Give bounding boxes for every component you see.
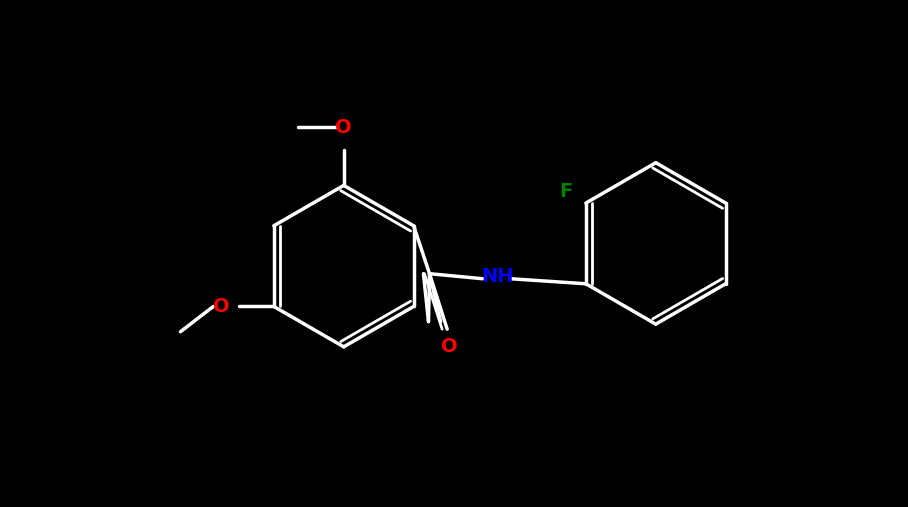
Text: NH: NH <box>481 267 514 286</box>
Text: O: O <box>212 297 229 316</box>
Text: O: O <box>335 118 352 137</box>
Text: O: O <box>441 337 458 356</box>
Text: F: F <box>559 182 573 201</box>
